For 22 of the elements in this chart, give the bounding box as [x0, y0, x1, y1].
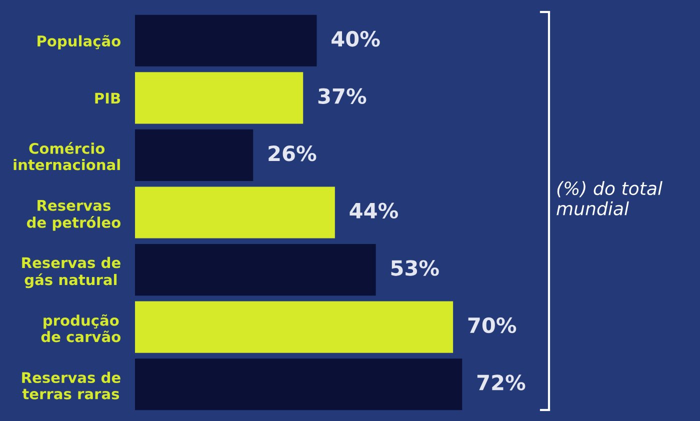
bar — [135, 244, 376, 296]
y-tick-label: Reservas de gás natural — [22, 256, 120, 288]
bar — [135, 14, 317, 66]
bar — [135, 129, 254, 181]
data-label: 40% — [332, 30, 380, 47]
bar — [135, 72, 304, 124]
data-label: 72% — [477, 374, 526, 390]
bar — [135, 301, 454, 353]
y-tick-label: PIB — [95, 92, 120, 104]
y-tick-label: produção de carvão — [41, 314, 120, 342]
bar — [135, 186, 335, 238]
text: (%) do total mundial — [556, 181, 662, 216]
y-tick-label: Reservas de terras raras — [22, 372, 120, 400]
bar — [135, 358, 462, 410]
data-label: 70% — [468, 317, 516, 334]
y-tick-label: Comércio internacional — [14, 142, 120, 170]
data-label: 26% — [268, 146, 316, 162]
data-label: 37% — [318, 88, 366, 104]
y-tick-label: Reservas de petróleo — [26, 200, 120, 231]
data-label: 53% — [391, 260, 439, 276]
data-label: 44% — [350, 202, 398, 219]
y-tick-label: População — [38, 34, 120, 50]
